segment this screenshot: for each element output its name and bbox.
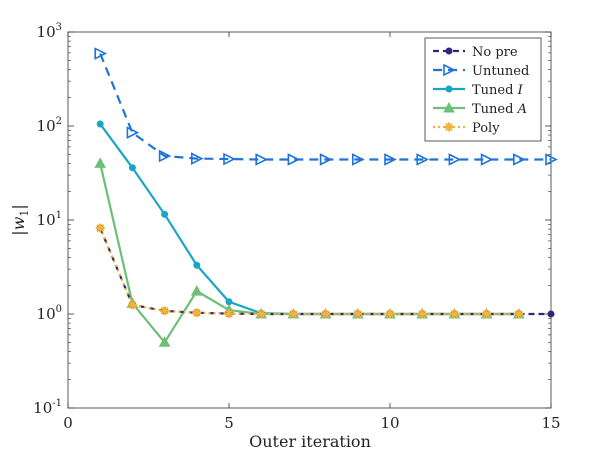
legend-marker	[445, 85, 453, 93]
data-point	[384, 153, 397, 166]
data-point	[161, 210, 169, 218]
legend-marker	[443, 63, 456, 77]
data-point	[385, 309, 395, 319]
data-point	[287, 153, 301, 166]
data-point	[160, 306, 170, 316]
legend-item: Untuned	[433, 63, 529, 79]
data-point	[321, 309, 331, 319]
y-axis-label-subscript: 1	[18, 210, 31, 217]
legend-label: Tuned A	[472, 102, 527, 117]
legend-item: Tuned I	[433, 83, 524, 98]
legend-label: Untuned	[472, 64, 529, 79]
data-point	[512, 153, 526, 166]
x-tick-label: 15	[541, 414, 560, 432]
data-point	[94, 157, 107, 168]
x-tick-label: 5	[224, 414, 234, 432]
legend-item: Tuned A	[433, 101, 527, 117]
series-4	[95, 223, 524, 319]
data-point	[224, 309, 234, 319]
axes-layer: 0 5 10 15 10-1 100 101 102 103	[33, 22, 560, 432]
data-point	[94, 47, 107, 60]
y-tick-label: 103	[37, 22, 62, 41]
series-line	[99, 53, 551, 161]
data-point	[127, 300, 137, 310]
data-point	[158, 149, 172, 163]
x-tick-label: 10	[380, 414, 399, 432]
data-point	[416, 153, 429, 166]
data-point	[126, 126, 140, 139]
data-point	[480, 153, 494, 166]
series-1	[94, 47, 558, 166]
legend-item: Poly	[433, 121, 500, 136]
series-line	[99, 227, 519, 316]
y-axis-label-main: |w	[9, 216, 28, 235]
y-axis-label-close: |	[9, 204, 28, 209]
svg-text:|w1|: |w1|	[9, 204, 31, 235]
data-point	[351, 153, 365, 166]
data-point	[353, 309, 363, 319]
y-tick-label: 10-1	[33, 398, 62, 417]
data-point	[256, 309, 266, 319]
data-point	[223, 152, 236, 166]
legend-marker	[443, 101, 455, 113]
data-point	[192, 308, 202, 318]
legend: No pre Untuned Tuned I Tuned A Poly	[424, 37, 542, 142]
legend-label: Tuned I	[472, 83, 524, 98]
data-point	[193, 261, 201, 269]
data-point	[417, 309, 427, 319]
y-tick-label: 100	[37, 304, 62, 323]
legend-marker	[444, 122, 454, 132]
legend-label: Poly	[472, 121, 500, 136]
x-tick-label: 0	[63, 414, 73, 432]
data-point	[95, 223, 105, 233]
data-point	[288, 309, 298, 319]
data-point	[482, 309, 492, 319]
data-point	[545, 153, 558, 166]
data-point	[514, 309, 524, 319]
data-point	[158, 336, 171, 347]
legend-marker	[445, 47, 453, 55]
data-point	[449, 309, 459, 319]
data-point	[448, 153, 462, 166]
data-point	[128, 164, 136, 172]
data-point	[319, 153, 333, 166]
legend-label: No pre	[472, 45, 518, 60]
x-axis-label: Outer iteration	[249, 432, 371, 451]
data-point	[255, 153, 268, 166]
data-point	[96, 120, 104, 128]
y-tick-label: 102	[37, 116, 62, 135]
data-point	[225, 298, 233, 306]
legend-item: No pre	[433, 45, 518, 60]
y-axis-label: |w1|	[9, 204, 31, 235]
data-point	[191, 152, 204, 165]
y-tick-label: 101	[37, 210, 62, 229]
data-point	[190, 285, 203, 296]
data-series-layer	[94, 47, 558, 347]
